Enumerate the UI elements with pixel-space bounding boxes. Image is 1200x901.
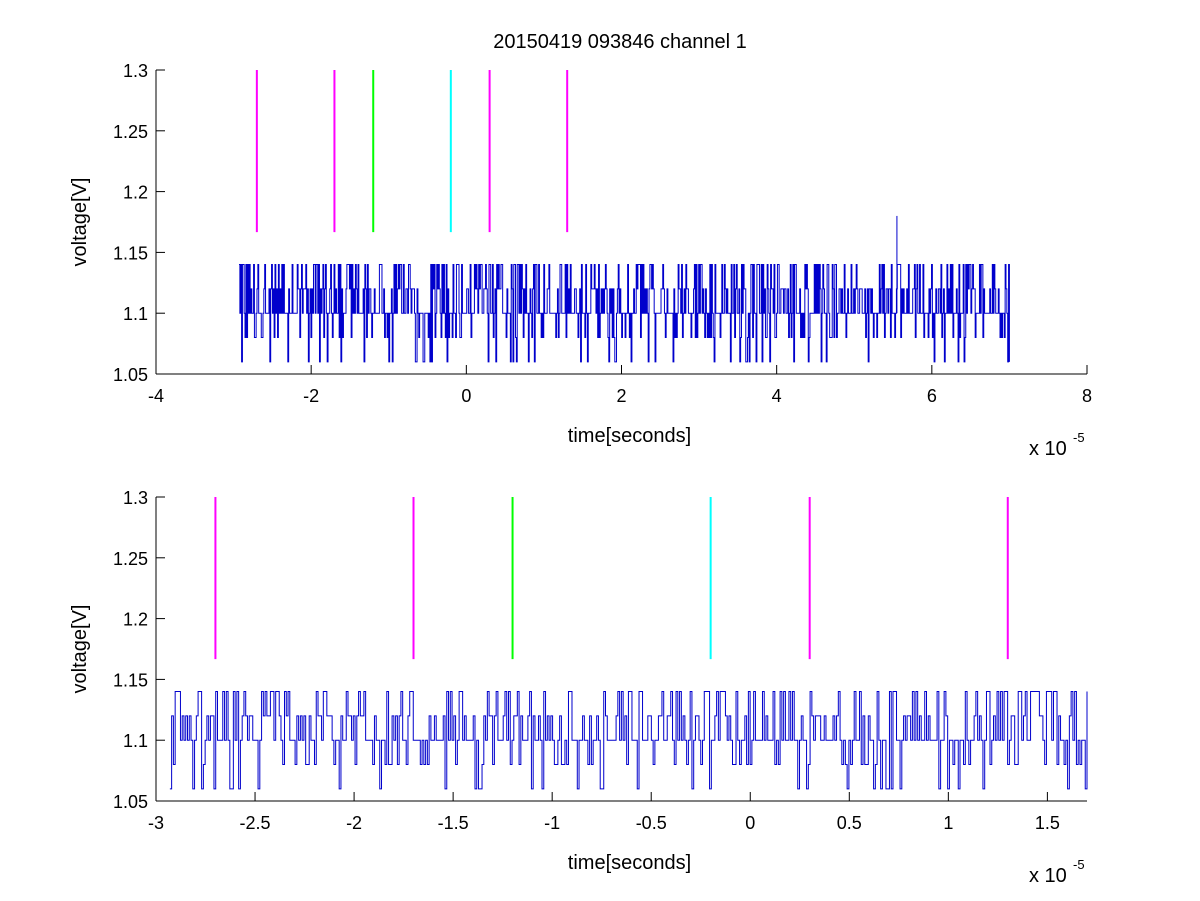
x-exponent-label: x 10 xyxy=(1029,438,1067,460)
y-tick-label: 1.2 xyxy=(123,183,148,203)
x-tick-label: -0.5 xyxy=(636,813,667,833)
y-tick-label: 1.05 xyxy=(113,365,148,385)
y-tick-label: 1.05 xyxy=(113,792,148,812)
x-tick-label: -2.5 xyxy=(240,813,271,833)
x-tick-label: -4 xyxy=(148,386,164,406)
x-tick-label: 0 xyxy=(461,386,471,406)
x-tick-label: 2 xyxy=(616,386,626,406)
x-exponent: -5 xyxy=(1073,430,1085,445)
x-tick-label: 6 xyxy=(927,386,937,406)
x-tick-label: -2 xyxy=(303,386,319,406)
y-axis-label: voltage[V] xyxy=(69,178,91,267)
x-tick-label: 0 xyxy=(745,813,755,833)
x-tick-label: -1.5 xyxy=(438,813,469,833)
x-tick-label: 1 xyxy=(943,813,953,833)
x-tick-label: 8 xyxy=(1082,386,1092,406)
y-tick-label: 1.25 xyxy=(113,122,148,142)
x-tick-label: -3 xyxy=(148,813,164,833)
x-exponent-label: x 10 xyxy=(1029,865,1067,887)
x-axis-label: time[seconds] xyxy=(568,425,691,447)
y-tick-label: 1.25 xyxy=(113,549,148,569)
x-tick-label: -1 xyxy=(544,813,560,833)
y-tick-label: 1.1 xyxy=(123,731,148,751)
top-plot: 1.05 1.1 1.15 1.2 1.25 1.3 -4 -2 0 2 4 6 8 time[secon… xyxy=(69,61,1092,460)
signal-line xyxy=(169,691,1088,790)
x-exponent: -5 xyxy=(1073,857,1085,872)
y-axis-label: voltage[V] xyxy=(69,605,91,694)
x-tick-label: -2 xyxy=(346,813,362,833)
signal-line xyxy=(239,264,1010,363)
x-tick-label: 4 xyxy=(772,386,782,406)
y-tick-label: 1.1 xyxy=(123,304,148,324)
y-tick-label: 1.2 xyxy=(123,610,148,630)
x-axis-label: time[seconds] xyxy=(568,852,691,874)
y-tick-label: 1.15 xyxy=(113,243,148,263)
bottom-plot: 1.05 1.1 1.15 1.2 1.25 1.3 -3 -2.5 -2 -1.5 -1 -0.5 0… xyxy=(69,488,1088,887)
figure-title: 20150419 093846 channel 1 xyxy=(493,31,747,53)
x-tick-label: 1.5 xyxy=(1035,813,1060,833)
y-tick-label: 1.3 xyxy=(123,488,148,508)
x-tick-label: 0.5 xyxy=(837,813,862,833)
y-tick-label: 1.3 xyxy=(123,61,148,81)
y-tick-label: 1.15 xyxy=(113,670,148,690)
